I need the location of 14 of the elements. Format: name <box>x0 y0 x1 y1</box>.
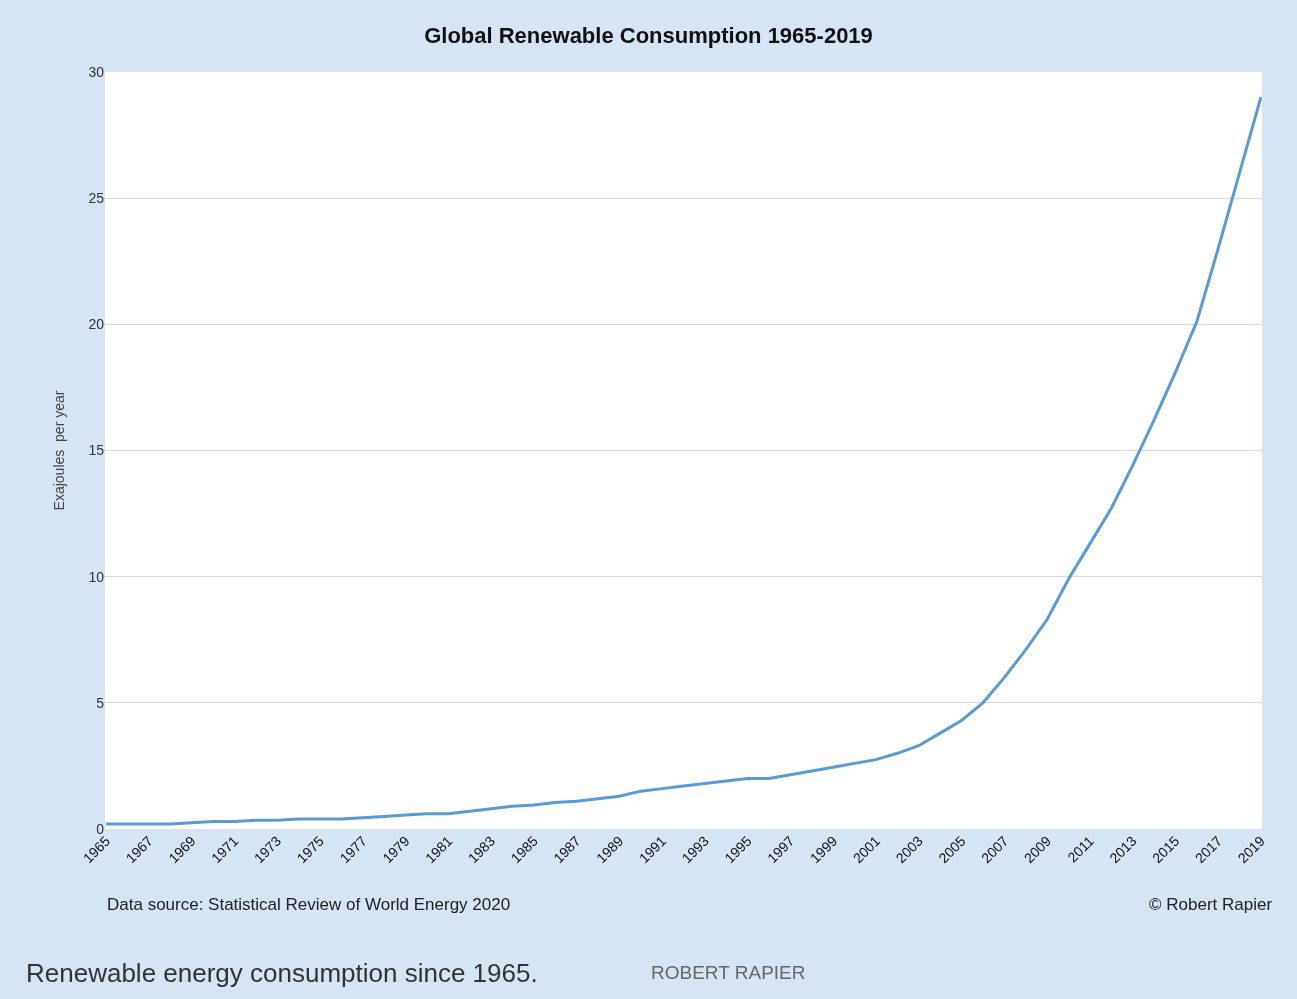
y-axis-title: Exajoules per year <box>51 390 68 511</box>
chart-title: Global Renewable Consumption 1965-2019 <box>424 22 873 48</box>
y-tick-label: 25 <box>88 190 105 207</box>
y-tick-label: 20 <box>88 316 105 333</box>
y-tick-label: 30 <box>88 63 105 80</box>
y-tick-label: 0 <box>96 820 105 837</box>
y-tick-label: 15 <box>88 442 105 459</box>
source-note: Data source: Statistical Review of World Energy 2020 <box>107 895 511 914</box>
y-tick-label: 10 <box>88 568 105 585</box>
text: © Robert Rapier <box>1149 895 1273 914</box>
y-tick-label: 5 <box>96 694 105 711</box>
line-series <box>105 95 1262 826</box>
text: Renewable energy consumption since 1965. <box>26 958 538 988</box>
text: ROBERT RAPIER <box>651 962 806 983</box>
